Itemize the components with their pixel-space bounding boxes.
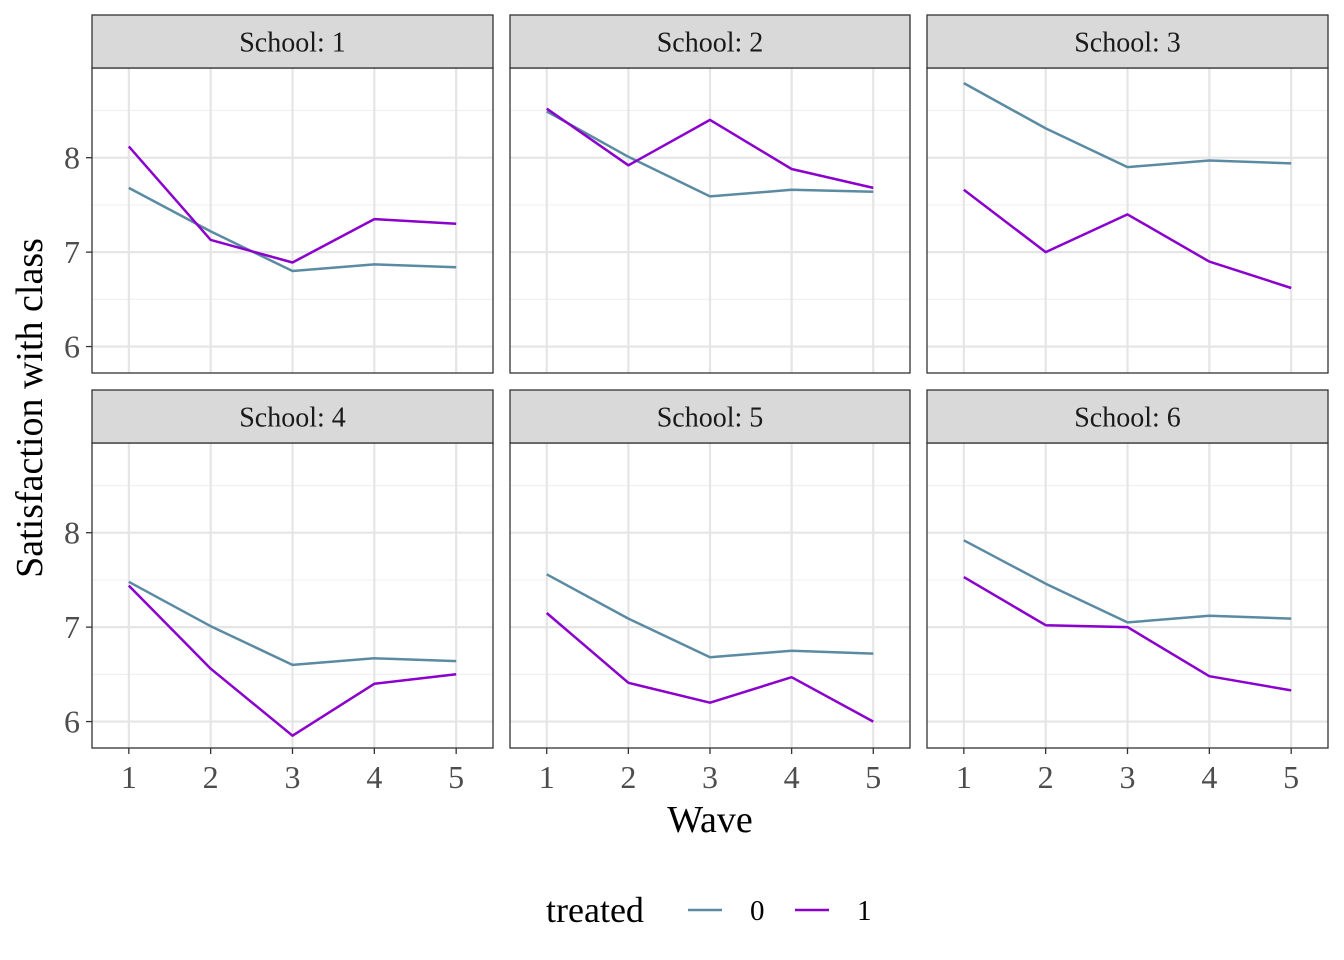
x-tick-label: 4	[1201, 759, 1217, 795]
strip-background	[926, 14, 1329, 69]
panel-school-1: School: 1 6 7 8	[64, 14, 494, 374]
y-tick-label: 8	[64, 515, 80, 551]
strip-label: School: 4	[239, 403, 346, 434]
panels: School: 1 6 7 8 School: 2 School: 3 School: 4 6…	[64, 14, 1329, 795]
y-axis-title: Satisfaction with class	[9, 238, 51, 578]
x-tick-label: 4	[366, 759, 382, 795]
x-tick-label: 3	[702, 759, 718, 795]
legend-label-0: 0	[750, 895, 765, 927]
strip-label: School: 2	[657, 28, 764, 59]
panel-school-2: School: 2	[509, 14, 911, 374]
x-tick-label: 5	[1283, 759, 1299, 795]
strip-background	[509, 14, 911, 69]
panel-school-4: School: 4 6 7 8 1 2 3 4 5	[64, 389, 494, 795]
panel-school-5: School: 5 1 2 3 4 5	[509, 389, 911, 795]
strip-label: School: 1	[239, 28, 346, 59]
strip-background	[509, 389, 911, 444]
series-line-treated-0	[963, 82, 1292, 169]
x-tick-label: 2	[203, 759, 219, 795]
x-tick-label: 2	[620, 759, 636, 795]
panel-school-3: School: 3	[926, 14, 1329, 374]
x-tick-label: 3	[285, 759, 301, 795]
y-tick-label: 6	[64, 329, 80, 365]
x-tick-label: 5	[865, 759, 881, 795]
y-tick-label: 6	[64, 704, 80, 740]
series-line-treated-1	[963, 576, 1292, 692]
strip-background	[926, 389, 1329, 444]
strip-label: School: 6	[1074, 403, 1181, 434]
x-tick-label: 1	[956, 759, 972, 795]
strip-label: School: 3	[1074, 28, 1181, 59]
series-line-treated-0	[963, 539, 1292, 624]
y-tick-label: 7	[64, 234, 80, 270]
series-line-treated-1	[545, 612, 874, 723]
legend-label-1: 1	[857, 895, 872, 927]
strip-background	[91, 14, 494, 69]
legend-title: treated	[546, 890, 644, 930]
series-line-treated-1	[963, 188, 1292, 290]
x-tick-label: 3	[1120, 759, 1136, 795]
series-line-treated-1	[127, 145, 457, 264]
x-tick-label: 5	[448, 759, 464, 795]
panel-school-6: School: 6 1 2 3 4 5	[926, 389, 1329, 795]
y-tick-label: 7	[64, 609, 80, 645]
strip-background	[91, 389, 494, 444]
x-tick-label: 2	[1038, 759, 1054, 795]
series-line-treated-1	[545, 107, 874, 190]
y-tick-label: 8	[64, 140, 80, 176]
series-line-treated-0	[546, 573, 874, 659]
x-axis-title: Wave	[667, 799, 753, 841]
x-tick-label: 1	[539, 759, 555, 795]
series-line-treated-0	[546, 110, 874, 198]
x-tick-label: 4	[784, 759, 800, 795]
series-line-treated-1	[127, 584, 457, 737]
x-tick-label: 1	[121, 759, 137, 795]
series-line-treated-0	[128, 580, 457, 667]
series-line-treated-0	[128, 186, 457, 273]
strip-label: School: 5	[657, 403, 764, 434]
legend: treated 0 1	[546, 890, 872, 930]
